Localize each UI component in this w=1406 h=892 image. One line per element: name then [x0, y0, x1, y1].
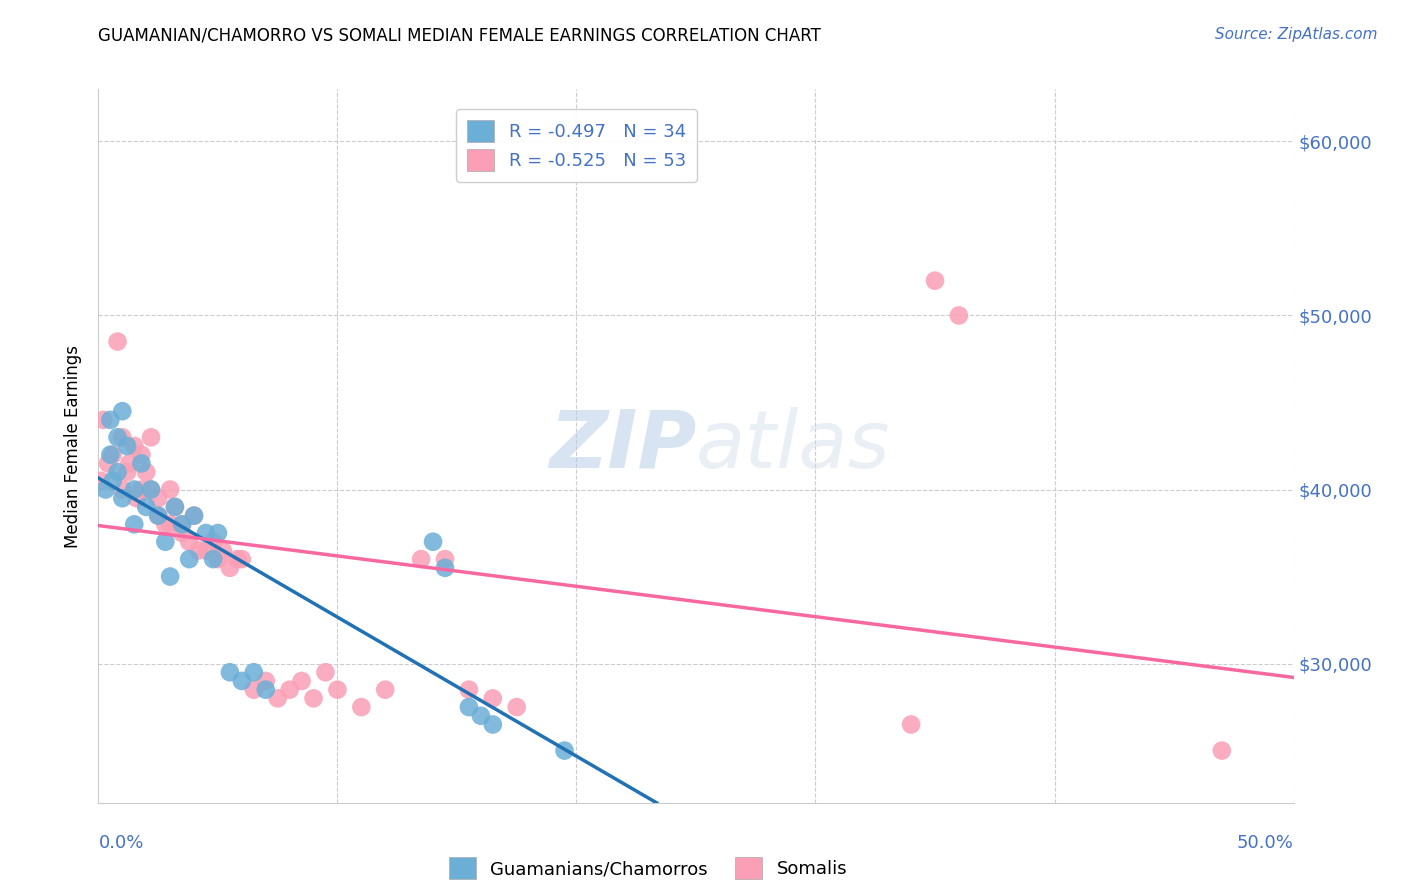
- Point: [124, 439, 146, 453]
- Point: [243, 665, 266, 680]
- Point: [506, 700, 529, 714]
- Point: [202, 534, 225, 549]
- Point: [458, 700, 481, 714]
- Point: [139, 430, 162, 444]
- Point: [90, 474, 112, 488]
- Point: [374, 682, 396, 697]
- Point: [202, 552, 225, 566]
- Point: [148, 508, 170, 523]
- Point: [155, 534, 177, 549]
- Point: [1211, 743, 1233, 757]
- Point: [948, 309, 970, 323]
- Point: [115, 465, 138, 479]
- Point: [131, 457, 153, 471]
- Point: [422, 534, 444, 549]
- Point: [291, 673, 314, 688]
- Point: [131, 448, 153, 462]
- Point: [124, 517, 146, 532]
- Point: [207, 552, 229, 566]
- Point: [159, 569, 181, 583]
- Point: [125, 491, 148, 506]
- Point: [254, 682, 277, 697]
- Point: [219, 665, 242, 680]
- Point: [172, 517, 194, 532]
- Point: [159, 517, 181, 532]
- Text: 0.0%: 0.0%: [98, 834, 143, 852]
- Y-axis label: Median Female Earnings: Median Female Earnings: [65, 344, 83, 548]
- Point: [163, 500, 186, 514]
- Point: [98, 413, 122, 427]
- Point: [131, 483, 153, 497]
- Point: [139, 483, 162, 497]
- Point: [172, 526, 194, 541]
- Point: [554, 743, 576, 757]
- Point: [900, 717, 922, 731]
- Point: [326, 682, 349, 697]
- Point: [458, 682, 481, 697]
- Point: [111, 483, 134, 497]
- Point: [207, 526, 229, 541]
- Point: [101, 448, 124, 462]
- Point: [470, 708, 492, 723]
- Point: [254, 673, 277, 688]
- Point: [148, 508, 170, 523]
- Point: [111, 430, 134, 444]
- Point: [278, 682, 301, 697]
- Text: ZIP: ZIP: [548, 407, 696, 485]
- Point: [135, 465, 157, 479]
- Point: [231, 673, 253, 688]
- Legend: Guamanians/Chamorros, Somalis: Guamanians/Chamorros, Somalis: [441, 850, 855, 887]
- Text: Source: ZipAtlas.com: Source: ZipAtlas.com: [1215, 27, 1378, 42]
- Point: [135, 500, 157, 514]
- Point: [97, 457, 120, 471]
- Point: [433, 552, 456, 566]
- Point: [226, 552, 249, 566]
- Point: [107, 334, 129, 349]
- Point: [155, 517, 177, 532]
- Text: GUAMANIAN/CHAMORRO VS SOMALI MEDIAN FEMALE EARNINGS CORRELATION CHART: GUAMANIAN/CHAMORRO VS SOMALI MEDIAN FEMA…: [98, 27, 821, 45]
- Point: [111, 491, 134, 506]
- Point: [411, 552, 433, 566]
- Point: [433, 561, 456, 575]
- Point: [111, 404, 134, 418]
- Point: [107, 430, 129, 444]
- Point: [107, 465, 129, 479]
- Point: [219, 561, 242, 575]
- Point: [148, 491, 170, 506]
- Point: [159, 483, 181, 497]
- Point: [183, 508, 205, 523]
- Point: [139, 483, 162, 497]
- Point: [211, 543, 233, 558]
- Point: [187, 543, 209, 558]
- Point: [91, 413, 114, 427]
- Point: [124, 483, 146, 497]
- Point: [163, 500, 186, 514]
- Point: [243, 682, 266, 697]
- Point: [94, 483, 117, 497]
- Point: [115, 439, 138, 453]
- Point: [194, 543, 218, 558]
- Point: [101, 474, 124, 488]
- Point: [267, 691, 290, 706]
- Point: [302, 691, 325, 706]
- Point: [481, 691, 505, 706]
- Point: [179, 552, 201, 566]
- Text: atlas: atlas: [696, 407, 891, 485]
- Point: [179, 534, 201, 549]
- Text: 50.0%: 50.0%: [1237, 834, 1294, 852]
- Point: [315, 665, 337, 680]
- Point: [231, 552, 253, 566]
- Point: [194, 526, 218, 541]
- Point: [183, 508, 205, 523]
- Point: [172, 517, 194, 532]
- Point: [350, 700, 373, 714]
- Point: [118, 457, 141, 471]
- Point: [924, 274, 946, 288]
- Point: [98, 448, 122, 462]
- Point: [481, 717, 505, 731]
